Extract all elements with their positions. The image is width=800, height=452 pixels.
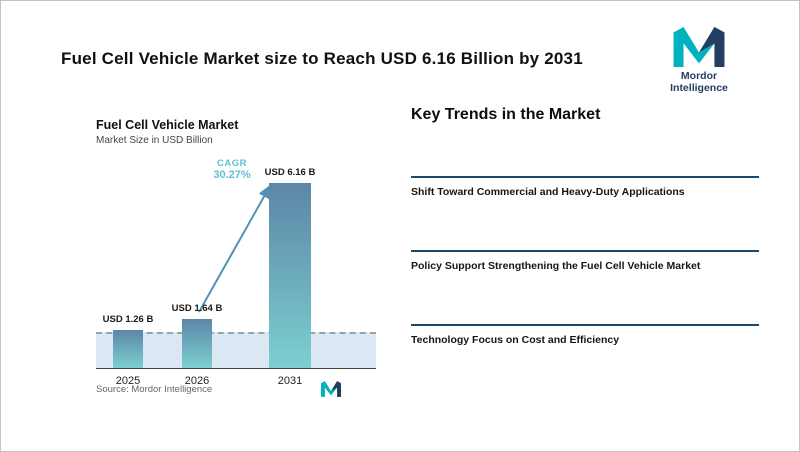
chart-title: Fuel Cell Vehicle Market <box>96 118 239 132</box>
trends-heading: Key Trends in the Market <box>411 106 601 123</box>
mordor-intelligence-logo-small-icon <box>321 381 341 397</box>
bar-group: USD 6.16 B 2031 <box>265 156 316 387</box>
bar-group: USD 1.64 B 2026 <box>172 156 223 387</box>
x-axis-label: 2031 <box>277 375 303 387</box>
trend-label: Policy Support Strengthening the Fuel Ce… <box>411 260 701 272</box>
trend-label: Shift Toward Commercial and Heavy-Duty A… <box>411 186 685 198</box>
bar-value-label: USD 1.26 B <box>102 314 154 326</box>
chart-subtitle: Market Size in USD Billion <box>96 135 213 146</box>
mordor-intelligence-logo-icon <box>673 27 725 67</box>
trend-label: Technology Focus on Cost and Efficiency <box>411 334 620 346</box>
page-title: Fuel Cell Vehicle Market size to Reach U… <box>61 49 583 68</box>
source-row: Source: Mordor Intelligence <box>96 381 341 397</box>
cagr-annotation: CAGR 30.27% <box>200 158 264 181</box>
brand-name: Mordor Intelligence <box>670 70 728 94</box>
bar-group: USD 1.26 B 2025 <box>103 156 154 387</box>
cagr-value: 30.27% <box>213 169 251 181</box>
trend-item: Technology Focus on Cost and Efficiency <box>411 324 759 346</box>
bar <box>269 183 311 368</box>
source-text: Source: Mordor Intelligence <box>96 383 213 395</box>
trend-item: Policy Support Strengthening the Fuel Ce… <box>411 250 759 272</box>
brand-logo: Mordor Intelligence <box>651 27 747 94</box>
key-trends-panel: Key Trends in the Market Shift Toward Co… <box>411 106 759 346</box>
trend-item: Shift Toward Commercial and Heavy-Duty A… <box>411 176 759 198</box>
cagr-label: CAGR <box>217 158 247 169</box>
market-chart: Fuel Cell Vehicle Market Market Size in … <box>61 116 391 397</box>
chart-plot-area: CAGR 30.27% USD 1.26 B 2025 USD 1.64 B 2026… <box>96 156 376 387</box>
x-axis-label: 2025 <box>115 375 141 387</box>
bar <box>182 318 212 368</box>
bar-value-label: USD 1.64 B <box>171 302 223 314</box>
x-axis-label: 2026 <box>184 375 210 387</box>
bar <box>113 330 143 368</box>
bar-value-label: USD 6.16 B <box>264 167 316 179</box>
